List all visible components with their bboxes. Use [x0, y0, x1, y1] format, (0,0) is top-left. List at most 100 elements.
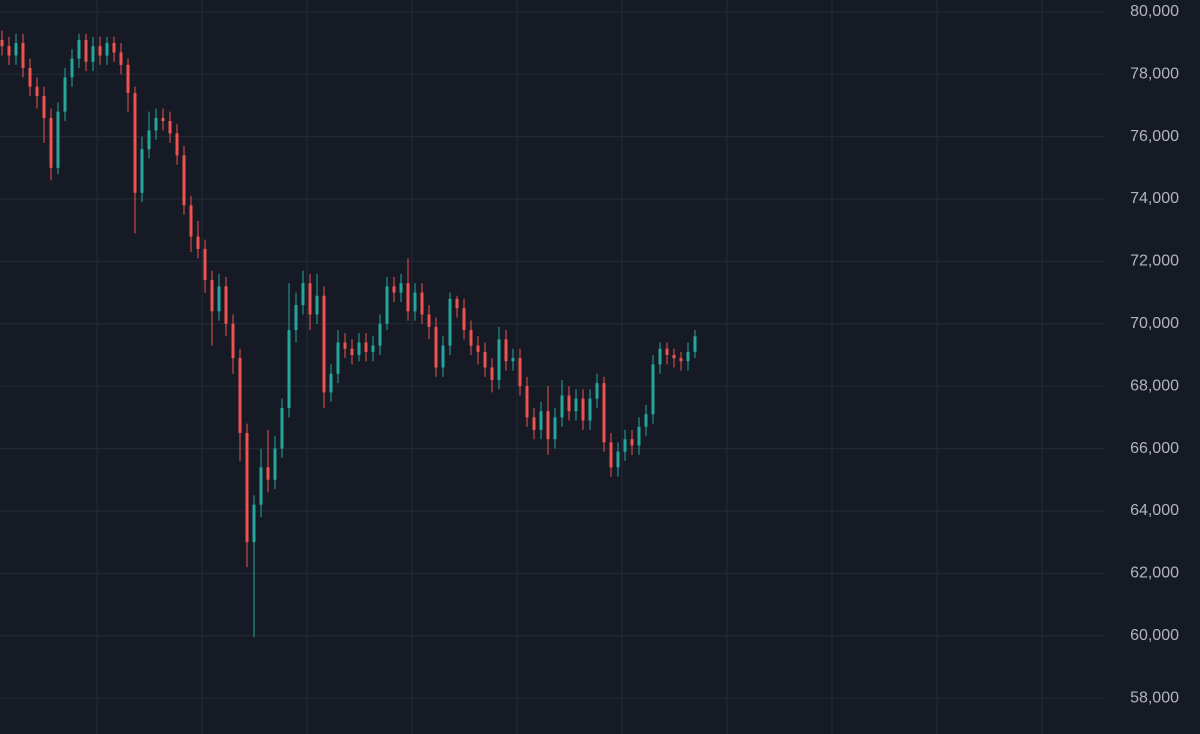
candle-body [476, 345, 480, 352]
candle-body [679, 358, 683, 362]
candle-body [182, 155, 186, 206]
candle-body [189, 205, 193, 237]
candle-body [483, 351, 487, 368]
candle-body [329, 373, 333, 393]
candle-body [644, 414, 648, 427]
y-tick-label: 72,000 [1130, 253, 1179, 270]
candle-body [441, 345, 445, 368]
candle-body [497, 339, 501, 380]
candle-body [392, 286, 396, 293]
candle-body [301, 283, 305, 306]
candle-body [581, 398, 585, 421]
candle-body [560, 395, 564, 418]
y-tick-label: 60,000 [1130, 627, 1179, 644]
candle-body [658, 348, 662, 365]
candle-body [42, 96, 46, 118]
y-tick-label: 64,000 [1130, 502, 1179, 519]
candle-body [140, 149, 144, 193]
y-tick-label: 76,000 [1130, 128, 1179, 145]
candle-body [147, 130, 151, 150]
candle-body [294, 305, 298, 331]
candle-body [602, 383, 606, 443]
candle-body [434, 326, 438, 368]
candle-body [161, 117, 165, 122]
candle-body [14, 43, 18, 56]
candle-body [259, 467, 263, 505]
candle-body [154, 117, 158, 131]
candle-body [651, 364, 655, 415]
y-tick-label: 62,000 [1130, 565, 1179, 582]
y-tick-label: 74,000 [1130, 190, 1179, 207]
candle-body [623, 439, 627, 452]
candle-body [98, 46, 102, 56]
candle-body [399, 283, 403, 293]
candle-body [91, 46, 95, 62]
candle-body [455, 298, 459, 309]
candle-body [532, 417, 536, 430]
candle-body [546, 411, 550, 440]
candle-body [168, 121, 172, 134]
candle-body [175, 133, 179, 156]
candle-body [364, 342, 368, 352]
candle-body [280, 408, 284, 449]
candle-body [231, 323, 235, 359]
y-tick-label: 80,000 [1130, 3, 1179, 20]
candle-body [686, 351, 690, 362]
y-tick-label: 68,000 [1130, 377, 1179, 394]
candle-body [35, 86, 39, 97]
candle-body [238, 358, 242, 433]
candle-body [518, 358, 522, 387]
candle-body [308, 283, 312, 315]
candle-body [420, 292, 424, 315]
vertical-grid [96, 0, 1043, 734]
candle-body [357, 342, 361, 355]
candle-body [77, 39, 81, 59]
candle-body [567, 395, 571, 412]
candle-body [315, 295, 319, 315]
candle-body [448, 298, 452, 346]
candle-body [595, 383, 599, 399]
candle-body [7, 46, 11, 56]
candle-body [525, 386, 529, 418]
candle-body [343, 342, 347, 349]
y-tick-label: 66,000 [1130, 440, 1179, 457]
candle-body [609, 442, 613, 468]
candle-body [196, 236, 200, 249]
candle-body [273, 448, 277, 480]
candle-body [21, 43, 25, 69]
candle-body [462, 308, 466, 331]
candle-body [133, 92, 137, 193]
candle-body [336, 342, 340, 374]
candle-body [406, 283, 410, 312]
candle-body [385, 286, 389, 324]
candle-body [574, 398, 578, 412]
candle-body [28, 68, 32, 87]
candle-body [224, 286, 228, 324]
candle-body [630, 439, 634, 446]
candle-body [126, 64, 130, 93]
candle-body [0, 39, 4, 47]
candle-body [616, 451, 620, 468]
candle-body [119, 52, 123, 65]
y-tick-label: 70,000 [1130, 315, 1179, 332]
candle-body [49, 117, 53, 168]
candle-body [553, 417, 557, 440]
candle-body [693, 336, 697, 352]
candle-body [217, 286, 221, 312]
candle-body [413, 292, 417, 312]
candle-body [588, 398, 592, 421]
y-tick-label: 78,000 [1130, 65, 1179, 82]
candle-body [378, 323, 382, 346]
candle-body [469, 330, 473, 346]
candle-body [665, 348, 669, 355]
candle-body [287, 330, 291, 409]
candle-body [63, 77, 67, 112]
candle-body [427, 314, 431, 327]
candle-body [252, 504, 256, 543]
candle-body [266, 467, 270, 480]
candle-body [112, 43, 116, 53]
candle-body [504, 339, 508, 362]
